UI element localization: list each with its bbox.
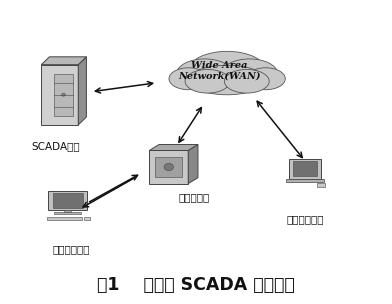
Polygon shape xyxy=(155,157,182,177)
Polygon shape xyxy=(188,144,198,184)
Circle shape xyxy=(62,93,65,96)
Circle shape xyxy=(164,164,173,171)
Polygon shape xyxy=(289,159,321,178)
Text: SCADA主站: SCADA主站 xyxy=(32,141,80,151)
Polygon shape xyxy=(53,193,82,208)
Text: Wide Area
Network(WAN): Wide Area Network(WAN) xyxy=(178,61,261,80)
Polygon shape xyxy=(292,161,318,176)
Polygon shape xyxy=(48,191,87,210)
Text: 远程终端设备: 远程终端设备 xyxy=(286,214,324,224)
Polygon shape xyxy=(149,150,188,184)
Ellipse shape xyxy=(221,59,278,88)
Polygon shape xyxy=(47,217,82,220)
Polygon shape xyxy=(41,57,86,65)
Ellipse shape xyxy=(224,70,269,93)
Polygon shape xyxy=(78,57,86,125)
Polygon shape xyxy=(149,144,198,150)
Polygon shape xyxy=(84,216,90,220)
Ellipse shape xyxy=(189,51,266,89)
Text: 通讯服务器: 通讯服务器 xyxy=(178,193,210,203)
Text: 远程终端设备: 远程终端设备 xyxy=(53,244,90,254)
Polygon shape xyxy=(285,178,325,182)
Polygon shape xyxy=(41,65,78,125)
Polygon shape xyxy=(64,210,71,212)
Ellipse shape xyxy=(169,68,208,90)
Ellipse shape xyxy=(246,68,285,90)
Ellipse shape xyxy=(185,70,230,93)
Ellipse shape xyxy=(177,59,233,88)
Polygon shape xyxy=(54,74,73,116)
Polygon shape xyxy=(54,212,81,214)
Polygon shape xyxy=(317,183,325,187)
Ellipse shape xyxy=(189,65,266,95)
Text: 图1    网络化 SCADA 系统结构: 图1 网络化 SCADA 系统结构 xyxy=(97,275,295,294)
